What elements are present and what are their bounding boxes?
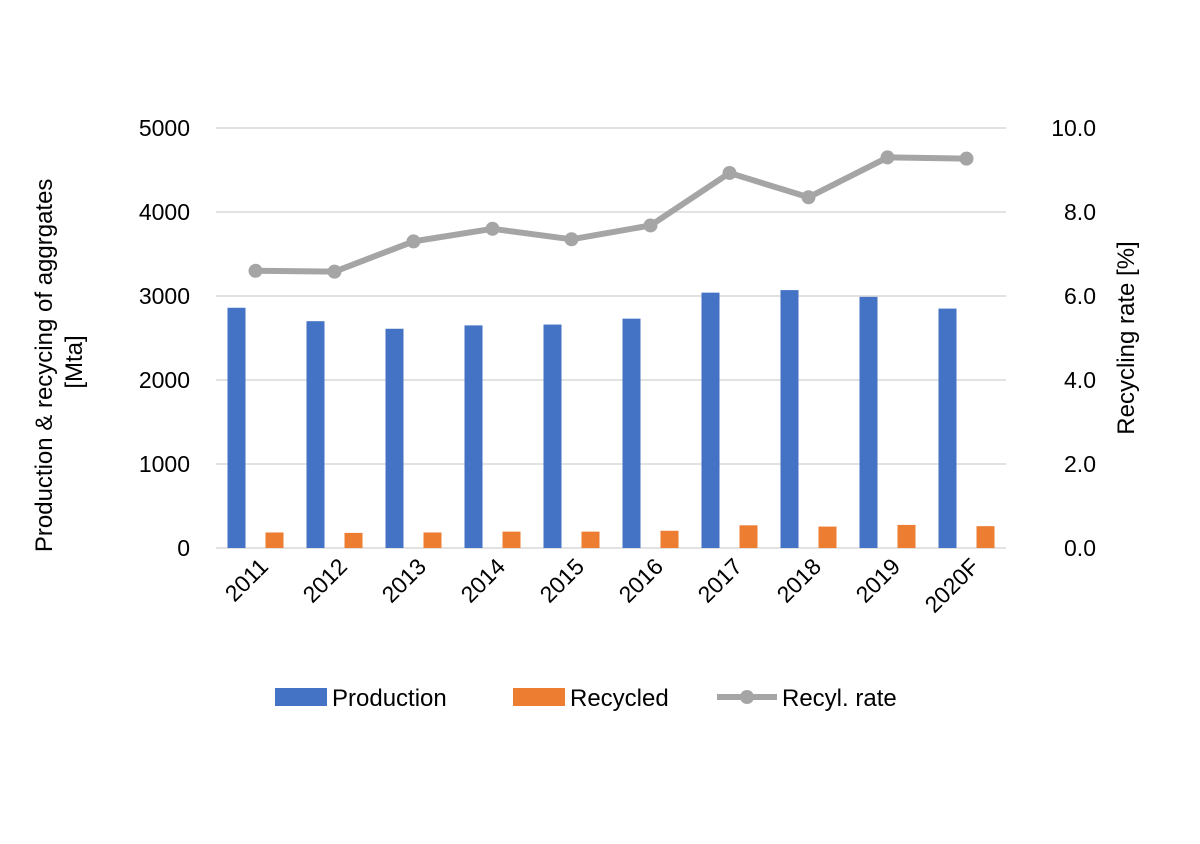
- category-label: 2011: [220, 553, 273, 606]
- category-label: 2018: [771, 553, 826, 608]
- bar-production-2012: [306, 321, 325, 548]
- bar-production-2016: [622, 318, 641, 548]
- bar-production-2018: [780, 290, 799, 548]
- left-tick-label: 5000: [139, 115, 190, 141]
- bar-recycled-2011: [265, 532, 284, 548]
- category-label: 2013: [376, 553, 431, 608]
- right-tick-label: 0.0: [1064, 535, 1096, 561]
- point-recycling-rate-2012: [327, 264, 342, 279]
- legend-label-recycled: Recycled: [570, 685, 669, 712]
- bar-recycled-2020f: [976, 526, 995, 548]
- category-label: 2020F: [920, 553, 985, 618]
- point-recycling-rate-2020f: [959, 151, 974, 166]
- right-tick-label: 8.0: [1064, 199, 1096, 225]
- bar-production-2019: [859, 296, 878, 548]
- recycling-rate-line: [248, 150, 974, 279]
- bars: [227, 290, 995, 548]
- legend-label-production: Production: [332, 685, 447, 712]
- category-label: 2014: [455, 553, 510, 608]
- bar-recycled-2017: [739, 525, 758, 548]
- legend: Production Recycled Recyl. rate: [275, 685, 897, 712]
- point-recycling-rate-2013: [406, 234, 421, 249]
- bar-recycled-2018: [818, 526, 837, 548]
- category-label: 2016: [613, 553, 668, 608]
- bar-recycled-2013: [423, 532, 442, 548]
- point-recycling-rate-2018: [801, 190, 816, 205]
- bar-recycled-2019: [897, 524, 916, 548]
- bar-production-2011: [227, 307, 246, 548]
- bar-production-2020f: [938, 308, 957, 548]
- point-recycling-rate-2019: [880, 150, 895, 165]
- right-tick-label: 2.0: [1064, 451, 1096, 477]
- left-tick-label: 1000: [139, 451, 190, 477]
- bar-production-2017: [701, 292, 720, 548]
- category-label: 2015: [534, 553, 589, 608]
- category-label: 2012: [297, 553, 352, 608]
- legend-swatch-production: [275, 688, 327, 706]
- category-label: 2017: [692, 553, 747, 608]
- legend-label-recycling-rate: Recyl. rate: [782, 685, 897, 712]
- right-tick-label: 10.0: [1051, 115, 1096, 141]
- bar-production-2015: [543, 324, 562, 548]
- point-recycling-rate-2015: [564, 232, 579, 247]
- point-recycling-rate-2016: [643, 218, 658, 233]
- left-tick-label: 2000: [139, 367, 190, 393]
- right-axis-title: Recycling rate [%]: [1113, 241, 1140, 434]
- point-recycling-rate-2014: [485, 221, 500, 236]
- left-axis-ticks: 0 1000 2000 3000 4000 5000: [139, 115, 190, 561]
- line-recycling-rate: [252, 154, 970, 275]
- left-axis-title: Production & recycing of aggrgates [Mta]: [31, 172, 88, 552]
- category-label: 2019: [850, 553, 905, 608]
- category-labels: 2011 2012 2013 2014 2015 2016 2017 2018 2019 2020…: [220, 553, 984, 618]
- right-tick-label: 6.0: [1064, 283, 1096, 309]
- bar-recycled-2016: [660, 530, 679, 548]
- bar-recycled-2012: [344, 532, 363, 548]
- point-recycling-rate-2011: [248, 263, 263, 278]
- bar-recycled-2015: [581, 531, 600, 548]
- gridlines: [216, 127, 1006, 549]
- point-recycling-rate-2017: [722, 165, 737, 180]
- bar-production-2013: [385, 328, 404, 548]
- right-axis-ticks: 0.0 2.0 4.0 6.0 8.0 10.0: [1051, 115, 1096, 561]
- right-tick-label: 4.0: [1064, 367, 1096, 393]
- legend-swatch-recycled: [513, 688, 565, 706]
- bar-recycled-2014: [502, 531, 521, 548]
- legend-swatch-recycling-rate-marker: [740, 690, 754, 704]
- left-tick-label: 0: [177, 535, 190, 561]
- bar-production-2014: [464, 325, 483, 548]
- left-tick-label: 3000: [139, 283, 190, 309]
- left-tick-label: 4000: [139, 199, 190, 225]
